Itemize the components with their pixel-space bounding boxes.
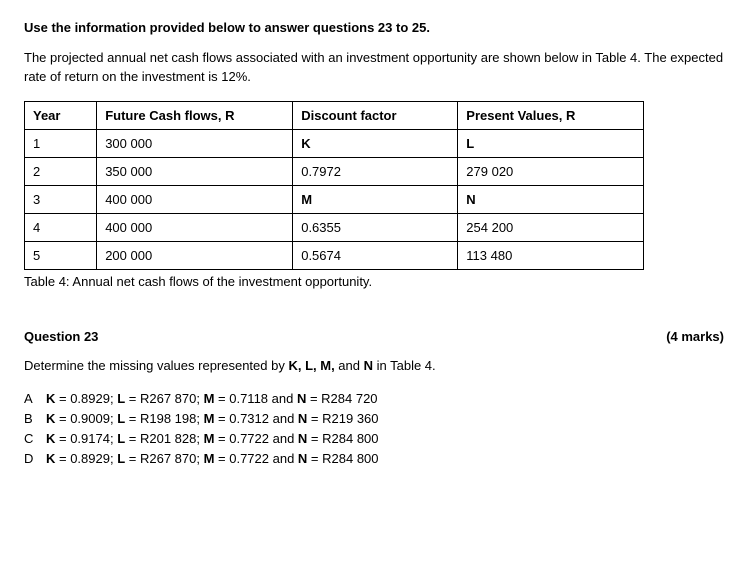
cell-pv: 279 020 [458, 157, 644, 185]
cell-pv: 254 200 [458, 213, 644, 241]
option-line: BK = 0.9009; L = R198 198; M = 0.7312 an… [24, 409, 724, 429]
cell-cashflow: 400 000 [97, 213, 293, 241]
table-row: 3400 000MN [25, 185, 644, 213]
options-list: AK = 0.8929; L = R267 870; M = 0.7118 an… [24, 389, 724, 470]
instruction-heading: Use the information provided below to an… [24, 20, 724, 35]
cell-cashflow: 300 000 [97, 129, 293, 157]
option-body: K = 0.9009; L = R198 198; M = 0.7312 and… [46, 409, 379, 429]
cell-discount: 0.7972 [293, 157, 458, 185]
cell-pv: 113 480 [458, 241, 644, 269]
cell-discount: 0.5674 [293, 241, 458, 269]
cell-cashflow: 400 000 [97, 185, 293, 213]
cell-year: 3 [25, 185, 97, 213]
option-letter: D [24, 449, 46, 469]
cell-year: 2 [25, 157, 97, 185]
table-row: 1300 000KL [25, 129, 644, 157]
option-letter: B [24, 409, 46, 429]
cell-cashflow: 200 000 [97, 241, 293, 269]
cell-pv: N [458, 185, 644, 213]
qtext-suffix: in Table 4. [373, 358, 436, 373]
option-body: K = 0.8929; L = R267 870; M = 0.7118 and… [46, 389, 378, 409]
option-body: K = 0.9174; L = R201 828; M = 0.7722 and… [46, 429, 379, 449]
question-text: Determine the missing values represented… [24, 358, 724, 373]
cell-pv: L [458, 129, 644, 157]
table-header-row: Year Future Cash flows, R Discount facto… [25, 101, 644, 129]
option-letter: C [24, 429, 46, 449]
question-header-row: Question 23 (4 marks) [24, 329, 724, 344]
table-row: 4400 0000.6355254 200 [25, 213, 644, 241]
option-body: K = 0.8929; L = R267 870; M = 0.7722 and… [46, 449, 379, 469]
cell-year: 1 [25, 129, 97, 157]
option-line: CK = 0.9174; L = R201 828; M = 0.7722 an… [24, 429, 724, 449]
option-line: AK = 0.8929; L = R267 870; M = 0.7118 an… [24, 389, 724, 409]
cell-discount: 0.6355 [293, 213, 458, 241]
option-line: DK = 0.8929; L = R267 870; M = 0.7722 an… [24, 449, 724, 469]
qtext-n: N [364, 358, 373, 373]
col-header-discount: Discount factor [293, 101, 458, 129]
cell-discount: M [293, 185, 458, 213]
qtext-prefix: Determine the missing values represented… [24, 358, 288, 373]
table-row: 2350 0000.7972279 020 [25, 157, 644, 185]
col-header-cashflows: Future Cash flows, R [97, 101, 293, 129]
option-letter: A [24, 389, 46, 409]
table-row: 5200 0000.5674113 480 [25, 241, 644, 269]
qtext-mid: and [335, 358, 364, 373]
question-label: Question 23 [24, 329, 98, 344]
cell-year: 5 [25, 241, 97, 269]
cashflow-table: Year Future Cash flows, R Discount facto… [24, 101, 644, 270]
description-text: The projected annual net cash flows asso… [24, 49, 724, 87]
col-header-pv: Present Values, R [458, 101, 644, 129]
cell-year: 4 [25, 213, 97, 241]
table-caption: Table 4: Annual net cash flows of the in… [24, 274, 724, 289]
cell-discount: K [293, 129, 458, 157]
qtext-klm: K, L, M, [288, 358, 334, 373]
question-marks: (4 marks) [666, 329, 724, 344]
cell-cashflow: 350 000 [97, 157, 293, 185]
col-header-year: Year [25, 101, 97, 129]
